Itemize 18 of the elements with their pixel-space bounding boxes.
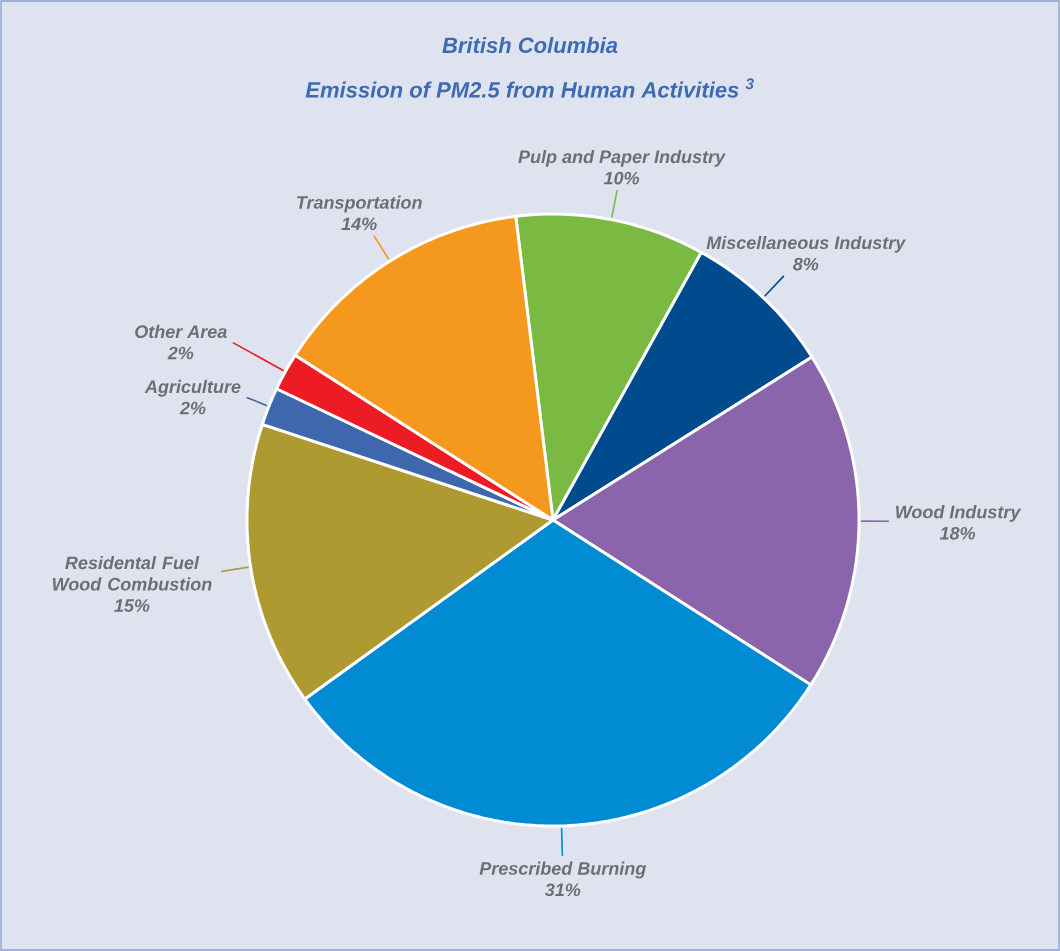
data-label: 2% xyxy=(179,401,206,415)
slice-label: Agriculture xyxy=(144,379,241,397)
slice-label: Prescribed Burning xyxy=(479,861,646,879)
data-label: 31% xyxy=(544,883,581,897)
data-label: 8% xyxy=(793,257,819,271)
slice-label: Other Area xyxy=(135,324,227,339)
chart-title: British Columbia xyxy=(442,36,618,54)
data-label: 10% xyxy=(603,171,640,185)
data-label: 2% xyxy=(167,346,194,360)
data-label: 18% xyxy=(939,526,976,540)
slice-label: Residental Fuel Wood Combustion xyxy=(52,556,212,591)
slice-label: Pulp and Paper Industry xyxy=(518,149,726,167)
data-label: 14% xyxy=(341,217,377,231)
chart-subtitle: Emission of PM2.5 from Human Activities $^{3}$ xyxy=(305,78,754,98)
slice-label: Miscellaneous Industry xyxy=(706,235,907,253)
slice-label: Transportation xyxy=(297,195,422,213)
data-label: 15% xyxy=(114,599,150,612)
slice-label: Wood Industry xyxy=(896,505,1022,522)
